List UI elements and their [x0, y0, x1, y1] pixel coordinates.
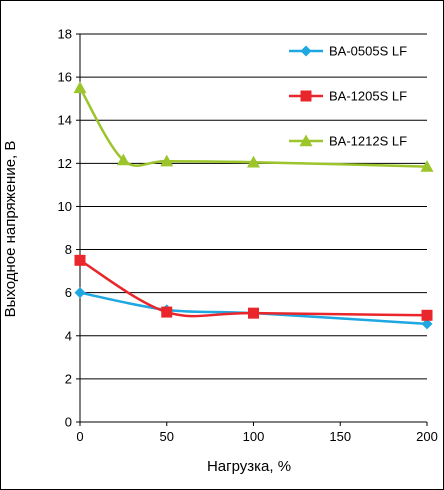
legend-marker: [300, 90, 312, 102]
grid-lines: [80, 33, 427, 380]
data-point: [421, 318, 433, 330]
y-tick-label: 10: [58, 199, 72, 214]
y-tick-label: 18: [58, 27, 72, 42]
series-line: [79, 291, 428, 326]
legend-marker: [299, 134, 313, 147]
data-point: [421, 309, 433, 321]
x-tick-label: 200: [416, 429, 438, 444]
data-point: [116, 153, 130, 166]
x-tick-label: 100: [243, 429, 265, 444]
legend-label: BA-1212S LF: [329, 134, 407, 149]
legend: BA-0505S LF BA-1205S LF BA-1212S LF: [289, 44, 407, 149]
series-lines: [73, 81, 434, 330]
y-tick-label: 6: [65, 285, 72, 300]
data-point: [247, 155, 260, 168]
series-line: [79, 259, 428, 318]
y-tick-label: 4: [65, 328, 72, 343]
series-line: [78, 87, 428, 168]
data-point: [74, 254, 86, 266]
x-tick-label: 0: [76, 429, 83, 444]
x-tick-label: 150: [329, 429, 351, 444]
legend-item: BA-1205S LF: [289, 89, 407, 104]
legend-item: BA-0505S LF: [289, 44, 407, 59]
legend-item: BA-1212S LF: [289, 134, 407, 149]
tick-labels: 0 2 4 6 8 10 12 14 16 18 0 50 100 150 200: [58, 27, 438, 445]
x-tick-label: 50: [160, 429, 174, 444]
y-tick-label: 12: [58, 156, 72, 171]
data-point: [420, 160, 434, 172]
y-tick-label: 14: [58, 113, 72, 128]
legend-label: BA-1205S LF: [329, 89, 407, 104]
data-point: [248, 307, 259, 319]
data-point: [161, 306, 173, 318]
y-axis-title: Выходное напряжение, В: [2, 141, 19, 318]
y-tick-label: 2: [65, 371, 72, 386]
y-tick-label: 8: [65, 242, 72, 257]
legend-label: BA-0505S LF: [329, 44, 407, 59]
data-point: [73, 81, 87, 94]
legend-marker: [300, 45, 312, 57]
y-tick-label: 16: [58, 70, 72, 85]
y-tick-label: 0: [65, 415, 72, 430]
x-axis-title: Нагрузка, %: [207, 458, 291, 475]
data-point: [160, 154, 174, 167]
data-point: [74, 287, 86, 299]
series-3: [73, 81, 434, 172]
series-2: [74, 254, 433, 321]
axes: [76, 33, 428, 426]
